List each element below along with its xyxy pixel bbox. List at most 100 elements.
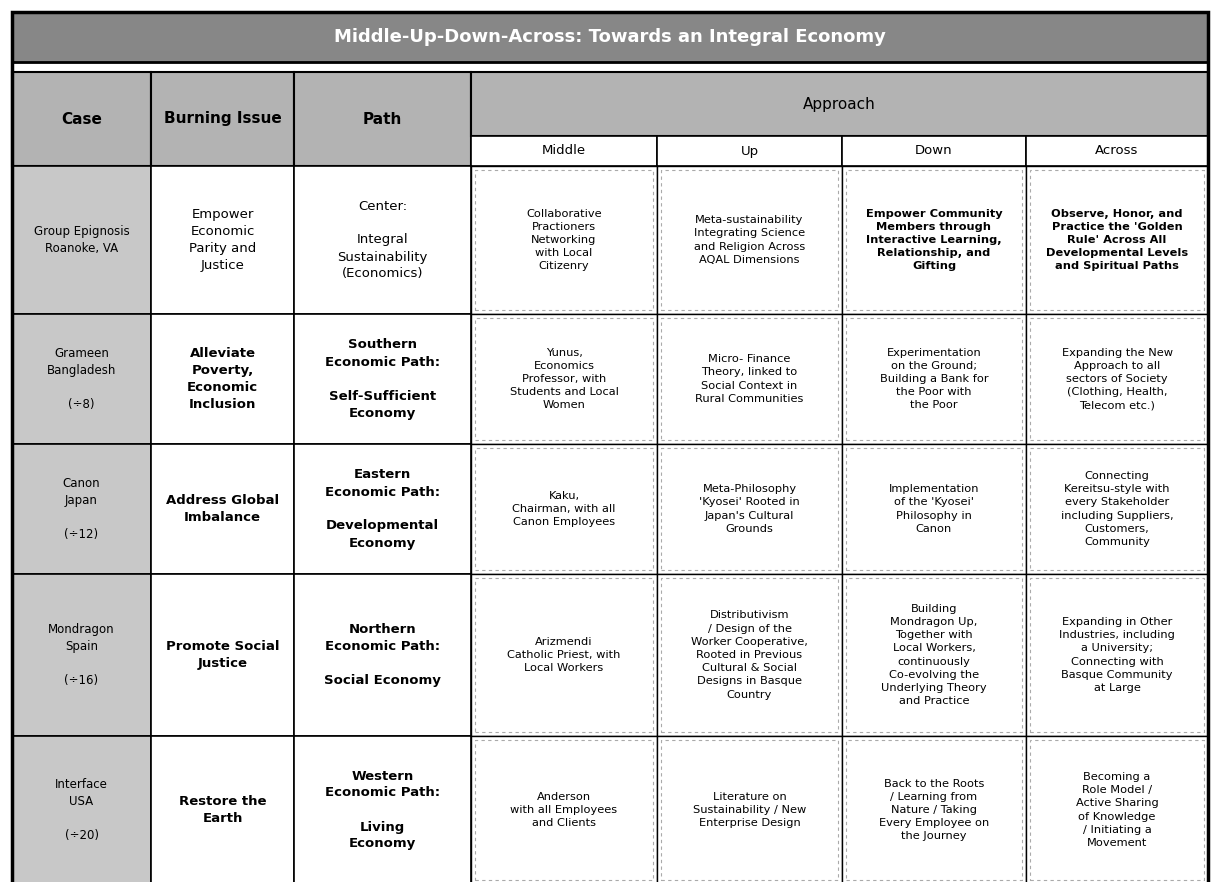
Bar (1026, 136, 1208, 166)
Text: Eastern
Economic Path:

Developmental
Economy: Eastern Economic Path: Developmental Eco… (325, 468, 440, 549)
Text: Expanding the New
Approach to all
sectors of Society
(Clothing, Health,
Telecom : Expanding the New Approach to all sector… (1061, 348, 1172, 410)
Text: Connecting
Kereitsu-style with
every Stakeholder
including Suppliers,
Customers,: Connecting Kereitsu-style with every Sta… (1060, 471, 1174, 547)
Bar (661, 318, 838, 440)
Text: Middle: Middle (542, 145, 586, 158)
Text: Expanding in Other
Industries, including
a University;
Connecting with
Basque Co: Expanding in Other Industries, including… (1059, 617, 1175, 693)
Bar (12, 574, 151, 736)
Bar (475, 318, 653, 440)
Bar (845, 170, 1022, 310)
Text: Collaborative
Practioners
Networking
with Local
Citizenry: Collaborative Practioners Networking wit… (526, 209, 601, 272)
Bar (842, 136, 1026, 166)
Text: Canon
Japan

(÷12): Canon Japan (÷12) (62, 477, 100, 541)
Bar (294, 444, 471, 574)
Bar (151, 314, 294, 444)
Text: Arizmendi
Catholic Priest, with
Local Workers: Arizmendi Catholic Priest, with Local Wo… (508, 637, 621, 673)
Text: Anderson
with all Employees
and Clients: Anderson with all Employees and Clients (510, 792, 617, 828)
Text: Implementation
of the 'Kyosei'
Philosophy in
Canon: Implementation of the 'Kyosei' Philosoph… (888, 484, 980, 534)
Text: Literature on
Sustainability / New
Enterprise Design: Literature on Sustainability / New Enter… (693, 792, 806, 828)
Text: Becoming a
Role Model /
Active Sharing
of Knowledge
/ Initiating a
Movement: Becoming a Role Model / Active Sharing o… (1076, 772, 1158, 848)
Text: Restore the
Earth: Restore the Earth (179, 795, 266, 825)
Bar (661, 170, 838, 310)
Text: Grameen
Bangladesh

(÷8): Grameen Bangladesh (÷8) (46, 347, 116, 411)
Text: Middle-Up-Down-Across: Towards an Integral Economy: Middle-Up-Down-Across: Towards an Integr… (334, 28, 886, 46)
Text: Burning Issue: Burning Issue (163, 111, 282, 126)
Bar (845, 578, 1022, 732)
Text: Kaku,
Chairman, with all
Canon Employees: Kaku, Chairman, with all Canon Employees (512, 490, 616, 527)
Text: Center:

Integral
Sustainability
(Economics): Center: Integral Sustainability (Economi… (337, 199, 428, 280)
Bar (658, 314, 842, 444)
Text: Promote Social
Justice: Promote Social Justice (166, 640, 279, 670)
Bar (151, 166, 294, 314)
Text: Case: Case (61, 111, 102, 126)
Bar (294, 314, 471, 444)
Text: Alleviate
Poverty,
Economic
Inclusion: Alleviate Poverty, Economic Inclusion (187, 347, 259, 411)
Bar (12, 444, 151, 574)
Bar (658, 136, 842, 166)
Text: Path: Path (362, 111, 403, 126)
Bar (658, 574, 842, 736)
Bar (1026, 574, 1208, 736)
Text: Yunus,
Economics
Professor, with
Students and Local
Women: Yunus, Economics Professor, with Student… (510, 348, 619, 410)
Bar (1030, 578, 1204, 732)
Bar (294, 72, 471, 166)
Text: Southern
Economic Path:

Self-Sufficient
Economy: Southern Economic Path: Self-Sufficient … (325, 339, 440, 420)
Bar (471, 166, 658, 314)
Text: Across: Across (1096, 145, 1138, 158)
Bar (151, 736, 294, 882)
Bar (12, 166, 151, 314)
Text: Meta-Philosophy
'Kyosei' Rooted in
Japan's Cultural
Grounds: Meta-Philosophy 'Kyosei' Rooted in Japan… (699, 484, 800, 534)
Bar (151, 444, 294, 574)
Text: Group Epignosis
Roanoke, VA: Group Epignosis Roanoke, VA (34, 225, 129, 255)
Text: Address Global
Imbalance: Address Global Imbalance (166, 494, 279, 524)
Bar (12, 12, 1208, 62)
Text: Approach: Approach (803, 96, 876, 111)
Bar (1030, 448, 1204, 570)
Bar (471, 736, 658, 882)
Bar (661, 578, 838, 732)
Bar (845, 318, 1022, 440)
Bar (471, 574, 658, 736)
Text: Back to the Roots
/ Learning from
Nature / Taking
Every Employee on
the Journey: Back to the Roots / Learning from Nature… (878, 779, 989, 841)
Bar (471, 136, 658, 166)
Bar (294, 574, 471, 736)
Bar (151, 574, 294, 736)
Bar (1030, 740, 1204, 880)
Bar (1026, 166, 1208, 314)
Text: Mondragon
Spain

(÷16): Mondragon Spain (÷16) (48, 623, 115, 687)
Bar (842, 444, 1026, 574)
Bar (12, 736, 151, 882)
Bar (658, 736, 842, 882)
Text: Distributivism
/ Design of the
Worker Cooperative,
Rooted in Previous
Cultural &: Distributivism / Design of the Worker Co… (691, 610, 808, 699)
Bar (475, 448, 653, 570)
Bar (475, 740, 653, 880)
Bar (475, 170, 653, 310)
Bar (12, 72, 151, 166)
Text: Down: Down (915, 145, 953, 158)
Bar (151, 72, 294, 166)
Bar (842, 166, 1026, 314)
Text: Building
Mondragon Up,
Together with
Local Workers,
continuously
Co-evolving the: Building Mondragon Up, Together with Loc… (881, 604, 987, 706)
Text: Empower
Economic
Parity and
Justice: Empower Economic Parity and Justice (189, 208, 256, 272)
Bar (658, 444, 842, 574)
Text: Western
Economic Path:

Living
Economy: Western Economic Path: Living Economy (325, 769, 440, 850)
Bar (1026, 736, 1208, 882)
Text: Up: Up (741, 145, 759, 158)
Bar (661, 740, 838, 880)
Bar (1026, 444, 1208, 574)
Bar (1026, 314, 1208, 444)
Bar (471, 314, 658, 444)
Bar (661, 448, 838, 570)
Text: Empower Community
Members through
Interactive Learning,
Relationship, and
Giftin: Empower Community Members through Intera… (866, 209, 1003, 272)
Bar (1030, 318, 1204, 440)
Bar (294, 736, 471, 882)
Bar (658, 166, 842, 314)
Bar (1030, 170, 1204, 310)
Bar (294, 166, 471, 314)
Bar (842, 314, 1026, 444)
Bar (842, 736, 1026, 882)
Text: Experimentation
on the Ground;
Building a Bank for
the Poor with
the Poor: Experimentation on the Ground; Building … (880, 348, 988, 410)
Bar (475, 578, 653, 732)
Text: Micro- Finance
Theory, linked to
Social Context in
Rural Communities: Micro- Finance Theory, linked to Social … (695, 355, 804, 404)
Bar (845, 448, 1022, 570)
Bar (471, 444, 658, 574)
